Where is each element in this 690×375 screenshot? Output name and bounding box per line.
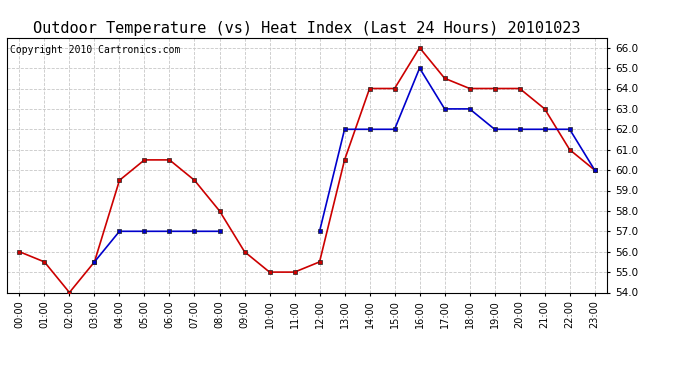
Title: Outdoor Temperature (vs) Heat Index (Last 24 Hours) 20101023: Outdoor Temperature (vs) Heat Index (Las…	[33, 21, 581, 36]
Text: Copyright 2010 Cartronics.com: Copyright 2010 Cartronics.com	[10, 45, 180, 55]
